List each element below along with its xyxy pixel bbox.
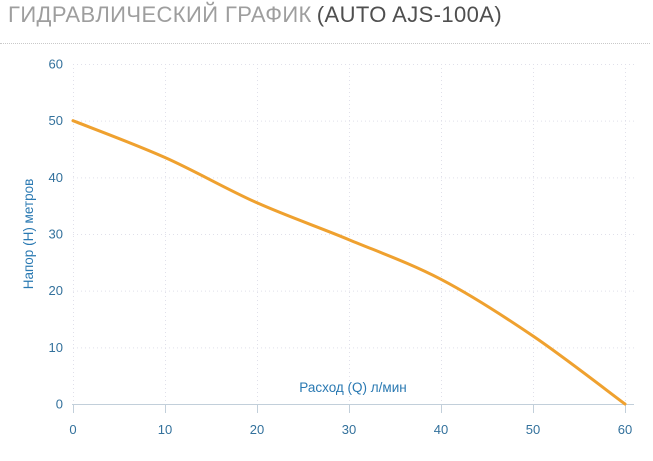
x-axis-title: Расход (Q) л/мин <box>299 380 406 395</box>
x-tick-label: 20 <box>250 422 264 437</box>
y-tick-label: 50 <box>49 113 63 128</box>
x-tick-label: 50 <box>526 422 540 437</box>
x-tick-label: 60 <box>618 422 632 437</box>
y-tick-label: 40 <box>49 170 63 185</box>
x-tick-label: 0 <box>69 422 76 437</box>
y-tick-label: 20 <box>49 283 63 298</box>
y-tick-label: 0 <box>56 397 63 412</box>
page-title-main: ГИДРАВЛИЧЕСКИЙ ГРАФИК <box>8 2 312 27</box>
pump-curve-line <box>71 119 627 406</box>
x-tick-label: 30 <box>342 422 356 437</box>
title-separator <box>0 43 650 44</box>
y-tick-label: 30 <box>49 227 63 242</box>
x-tick-label: 40 <box>434 422 448 437</box>
y-tick-label: 60 <box>49 57 63 72</box>
page-title-model: (AUTO AJS-100A) <box>316 2 503 27</box>
y-tick-label: 10 <box>49 340 63 355</box>
x-tick-label: 10 <box>158 422 172 437</box>
page-title: ГИДРАВЛИЧЕСКИЙ ГРАФИК (AUTO AJS-100A) <box>8 2 502 28</box>
y-axis-title: Напор (H) метров <box>21 179 36 290</box>
